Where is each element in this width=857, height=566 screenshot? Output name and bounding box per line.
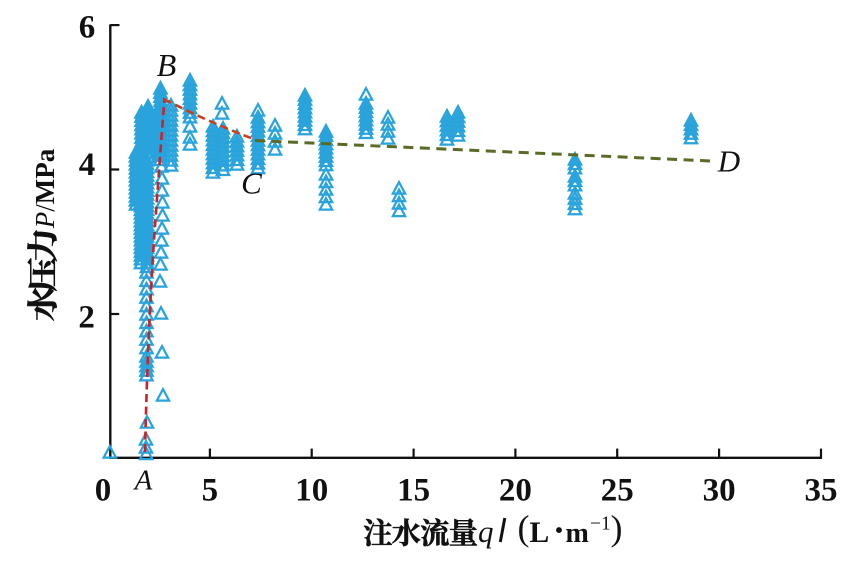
svg-text:−1: −1 [590,514,611,535]
svg-text:5: 5 [202,473,219,509]
svg-text:B: B [157,47,177,83]
svg-text:m: m [566,518,589,549]
svg-text:L: L [530,517,550,549]
svg-text:4: 4 [79,147,96,183]
svg-text:C: C [241,166,262,201]
svg-text:25: 25 [601,473,634,509]
svg-text:35: 35 [805,473,838,509]
svg-text:D: D [717,144,740,179]
svg-text:): ) [611,508,623,548]
svg-text:10: 10 [295,473,328,509]
svg-text:A: A [133,465,153,497]
svg-text:6: 6 [79,10,96,46]
svg-text:q: q [478,514,494,549]
svg-text:30: 30 [703,473,736,509]
svg-text:0: 0 [95,473,112,509]
svg-text:(: ( [518,508,530,548]
svg-text:15: 15 [397,473,430,509]
svg-text:20: 20 [499,473,532,509]
svg-text:·: · [553,510,565,550]
svg-text:P/MPa: P/MPa [30,148,60,229]
svg-text:2: 2 [78,300,95,336]
